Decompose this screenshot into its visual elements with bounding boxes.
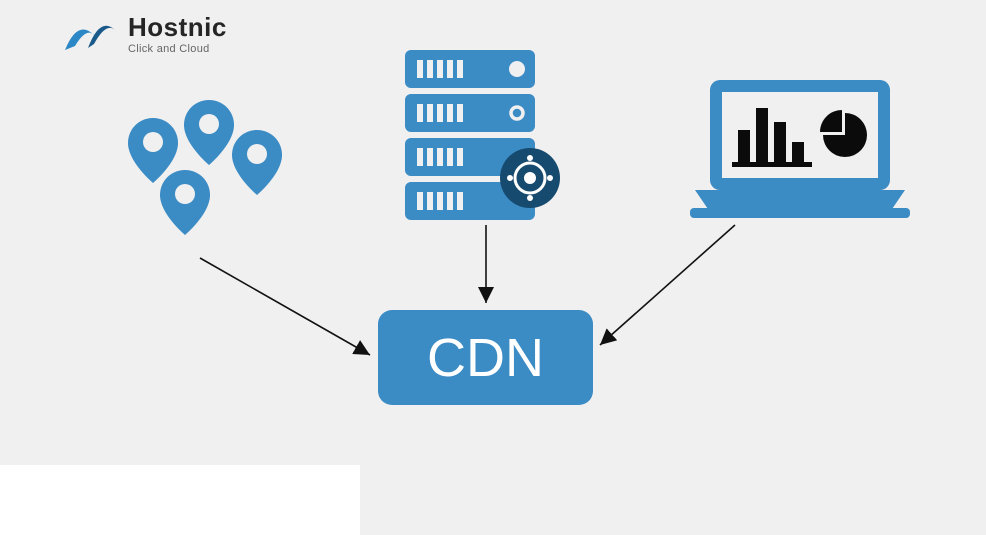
logo: Hostnic Click and Cloud	[60, 8, 227, 58]
logo-tagline: Click and Cloud	[128, 43, 227, 55]
logo-brand: Hostnic	[128, 12, 227, 43]
cdn-node: CDN	[378, 310, 593, 405]
logo-swoosh-icon	[60, 8, 120, 58]
locations-icon	[120, 100, 300, 260]
cdn-label: CDN	[427, 327, 544, 389]
analytics-laptop-icon	[690, 80, 910, 220]
server-icon	[395, 50, 565, 220]
footer-strip	[0, 465, 360, 535]
